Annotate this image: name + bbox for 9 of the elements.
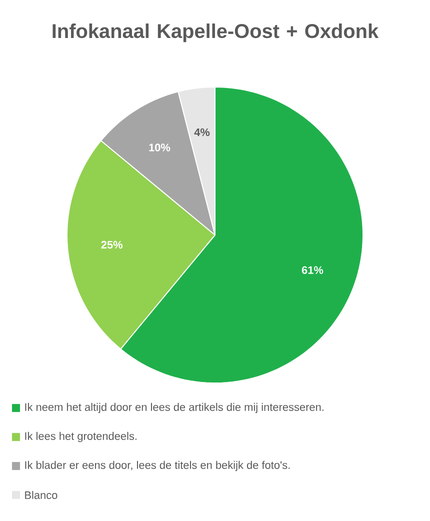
data-label: 4% <box>194 128 210 136</box>
data-label: 10% <box>149 144 170 152</box>
chart-title: Infokanaal Kapelle-Oost + Oxdonk <box>52 24 379 42</box>
legend-label: Ik lees het grotendeels. <box>25 432 136 442</box>
legend-label: Ik blader er eens door, lees de titels en bekijk de foto's. <box>25 460 290 472</box>
data-label: 25% <box>101 240 123 249</box>
data-label: 61% <box>302 266 324 274</box>
legend-label: Ik neem het altijd door en lees de artikels die mij interesseren. <box>25 402 324 414</box>
legend-label: Blanco <box>25 490 58 500</box>
